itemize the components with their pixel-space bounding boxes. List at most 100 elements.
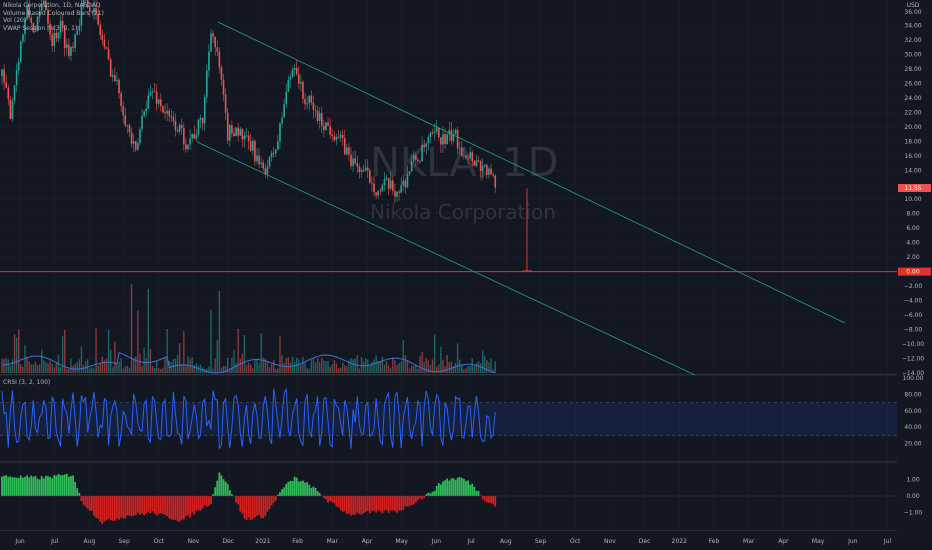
histogram-bar	[488, 496, 490, 503]
candle-body	[229, 125, 231, 141]
time-axis-label: Jun	[431, 538, 442, 545]
histogram-bar	[61, 475, 64, 496]
volume-bar	[5, 358, 7, 373]
candle-body	[452, 134, 455, 141]
volume-bar	[164, 358, 166, 373]
legend-indicator-volume-bars[interactable]: Volume Based Coloured Bars (21)	[3, 9, 104, 17]
volume-bar	[433, 334, 436, 373]
volume-bar	[107, 329, 110, 373]
candle-body	[348, 147, 350, 155]
histogram-bar	[170, 496, 173, 520]
candle-body	[101, 34, 104, 40]
candle-body	[433, 131, 436, 133]
candle-body	[258, 155, 260, 165]
legend-indicator-vwap[interactable]: VWAP Session hlc3, 0, 1)	[3, 24, 78, 32]
crsi-label[interactable]: CRSI (3, 2, 100)	[3, 379, 51, 386]
histogram-bar	[9, 476, 12, 496]
volume-bar	[41, 349, 43, 373]
histogram-bar	[5, 475, 8, 496]
volume-bar	[454, 362, 457, 373]
volume-bar	[442, 359, 444, 373]
volume-bar	[187, 356, 189, 373]
volume-bar	[327, 360, 329, 373]
histogram-bar	[128, 496, 131, 516]
candle-body	[254, 140, 256, 162]
volume-bar	[191, 356, 193, 373]
candle-body	[350, 154, 352, 166]
candle-body	[86, 0, 89, 8]
volume-bar	[337, 368, 340, 373]
candle-body	[308, 95, 311, 104]
volume-bar	[262, 357, 264, 373]
volume-bar	[419, 355, 421, 373]
candle-body	[70, 46, 72, 57]
legend-indicator-vol[interactable]: Vol (20)	[3, 17, 27, 24]
volume-bar	[273, 360, 275, 373]
histogram-bar	[446, 478, 449, 496]
histogram-bar	[249, 496, 252, 521]
candle-body	[272, 152, 275, 154]
candle-body	[362, 170, 365, 171]
volume-bar	[385, 361, 388, 373]
volume-bar	[314, 362, 317, 373]
volume-bar	[160, 368, 162, 373]
volume-bar	[93, 368, 95, 373]
volume-bar	[398, 362, 400, 373]
candle-body	[461, 147, 463, 156]
candle-body	[11, 101, 14, 119]
candle-body	[32, 22, 35, 33]
volume-bar	[206, 368, 208, 373]
time-axis-label: Jun	[14, 538, 25, 545]
volume-bar	[323, 360, 325, 373]
volume-bar	[109, 349, 112, 373]
channel-line-upper	[217, 21, 846, 324]
candle-body	[360, 170, 363, 173]
legend-title[interactable]: Nikola Corporation, 1D, NASDAQ	[3, 2, 101, 9]
histogram-bar	[3, 475, 5, 496]
volume-bar	[281, 355, 283, 373]
volume-bar	[250, 364, 252, 373]
time-axis-label: Feb	[709, 538, 720, 545]
candle-body	[162, 105, 164, 113]
histogram-bar	[30, 475, 33, 496]
grid	[0, 0, 932, 531]
candle-body	[61, 20, 64, 28]
volume-bar	[279, 335, 281, 373]
volume-bar	[197, 365, 200, 373]
volume-bar	[452, 366, 455, 373]
candle-body	[266, 166, 269, 175]
volume-bar	[463, 368, 465, 373]
candle-body	[442, 134, 444, 145]
histogram-bar	[410, 496, 413, 506]
candle-body	[283, 103, 285, 118]
volume-bar	[47, 363, 49, 373]
volume-bar	[45, 361, 47, 373]
candle-body	[43, 0, 45, 5]
volume-bar	[34, 361, 37, 373]
volume-bar	[124, 366, 127, 373]
histogram-bar	[185, 496, 187, 517]
candle-body	[51, 34, 53, 46]
volume-bar	[153, 367, 156, 373]
histogram-bar	[272, 496, 275, 503]
candle-body	[178, 124, 181, 132]
histogram-bar	[105, 496, 108, 521]
candle-body	[224, 94, 227, 113]
candle-body	[239, 128, 242, 136]
volume-bar	[135, 356, 137, 373]
candle-body	[337, 136, 340, 138]
candle-body	[306, 103, 308, 105]
histogram-bar	[394, 496, 396, 512]
volume-bar	[224, 365, 227, 373]
candle-body	[160, 99, 162, 106]
histogram-bar	[40, 476, 43, 496]
volume-bar	[369, 364, 371, 373]
candle-body	[199, 117, 202, 120]
candle-body	[352, 158, 354, 166]
volume-bar	[438, 364, 440, 373]
histogram-bar	[195, 496, 198, 511]
candle-body	[417, 159, 419, 162]
price-axis-label: −4.00	[904, 298, 923, 305]
chart-legend: Nikola Corporation, 1D, NASDAQ Volume Ba…	[3, 2, 104, 32]
